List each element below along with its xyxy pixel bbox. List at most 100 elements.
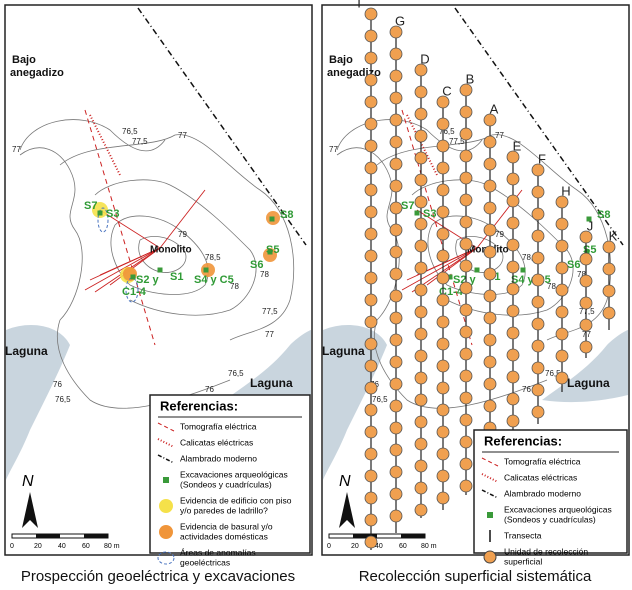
collection-unit [602,306,616,320]
collection-unit [389,421,403,435]
collection-unit [364,359,378,373]
site-label: S7 [84,200,97,212]
site-label: S5 [266,244,279,256]
collection-unit [459,303,473,317]
collection-unit [389,509,403,523]
collection-unit [506,370,520,384]
collection-unit [531,251,545,265]
collection-unit [364,117,378,131]
collection-unit [602,284,616,298]
site-label: S6 [567,259,580,271]
legend-symbol [159,525,173,539]
collection-unit [364,381,378,395]
collection-unit [555,261,569,275]
scale-label: 0 [327,543,331,550]
collection-unit [389,289,403,303]
legend-label: (Sondeos y cuadrículas) [504,514,596,524]
collection-unit [459,413,473,427]
contour-label: 78 [547,282,556,291]
legend-label: Tomografía eléctrica [180,421,257,431]
transect-label: A [490,101,499,116]
north-arrow [339,492,355,528]
contour-label: 76 [205,385,214,394]
north-arrow [22,492,38,528]
legend-symbol [157,454,175,464]
collection-unit [389,25,403,39]
collection-unit [506,260,520,274]
collection-unit [483,399,497,413]
collection-unit [483,179,497,193]
contour-label: 76,5 [545,369,561,378]
collection-unit [389,157,403,171]
collection-unit [531,207,545,221]
excavation [414,210,420,216]
collection-unit [414,481,428,495]
place-name: Bajo [329,54,353,66]
legend-symbol [481,489,499,499]
collection-unit [579,318,593,332]
transect-label: G [395,13,405,28]
site-label: S7 [401,200,414,212]
collection-unit [579,252,593,266]
collection-unit [506,392,520,406]
contour-label: 77 [265,330,274,339]
scale-label: 40 [58,543,66,550]
contour-line [59,134,295,341]
collection-unit [364,403,378,417]
contour-label: 79 [495,230,504,239]
place-name: Laguna [322,344,365,358]
collection-unit [414,415,428,429]
collection-unit [414,151,428,165]
collection-unit [389,245,403,259]
collection-unit [389,311,403,325]
legend-label: Evidencia de edificio con piso [180,495,292,505]
lagoon [225,330,311,403]
collection-unit [459,83,473,97]
collection-unit [579,274,593,288]
collection-unit [436,469,450,483]
legend-symbol [483,550,497,564]
electric-survey-line [109,247,161,286]
legend-label: Evidencia de basural y/o [180,521,273,531]
collection-unit [364,271,378,285]
contour-label: 77 [329,145,338,154]
site-label: S2 y [453,274,477,286]
contour-line [19,147,83,321]
collection-unit [414,305,428,319]
contour-label: 78,5 [205,253,221,262]
legend-label: Excavaciones arqueológicas [504,504,612,514]
electric-survey-line [426,247,478,286]
collection-unit [483,157,497,171]
collection-unit [436,249,450,263]
collection-unit [459,193,473,207]
collection-unit [414,459,428,473]
collection-unit [459,325,473,339]
collection-unit [506,282,520,296]
collection-unit [364,73,378,87]
scale-label: 20 [351,543,359,550]
collection-unit [364,535,378,549]
collection-unit [364,491,378,505]
contour-label: 77,5 [449,137,465,146]
collection-unit [436,183,450,197]
collection-unit [579,296,593,310]
domestic-refuse-evidence [263,248,277,262]
collection-unit [459,149,473,163]
collection-unit [459,171,473,185]
collection-unit [389,267,403,281]
collection-unit [555,305,569,319]
site-label: S8 [280,209,293,221]
collection-unit [389,443,403,457]
collection-unit [389,113,403,127]
collection-unit [436,293,450,307]
place-name: Laguna [250,376,293,390]
transect-label: J [587,218,594,233]
collection-unit [459,347,473,361]
transect-label: D [420,51,429,66]
site-label: S3 [423,208,436,220]
collection-unit [459,215,473,229]
collection-unit [459,281,473,295]
collection-unit [436,403,450,417]
tomography-line [401,109,473,346]
